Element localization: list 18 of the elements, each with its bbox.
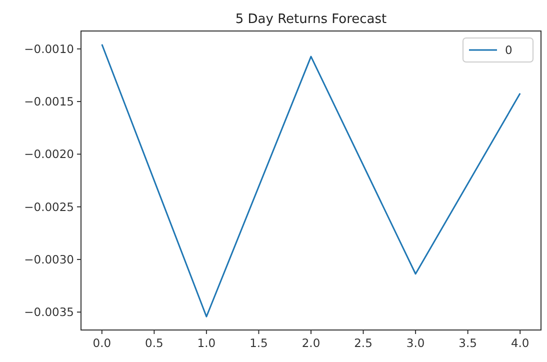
line-series (101, 44, 521, 318)
x-tick-label: 2.5 (354, 336, 372, 350)
x-tick-label: 0.5 (145, 336, 164, 350)
y-tick-label: −0.0030 (24, 252, 74, 266)
x-tick-label: 4.0 (510, 336, 530, 350)
y-tick-label: −0.0010 (24, 42, 74, 56)
x-tick-label: 3.5 (458, 336, 477, 350)
x-tick-label: 1.5 (250, 336, 268, 350)
y-tick-label: −0.0015 (24, 94, 74, 109)
legend-label: 0 (505, 43, 512, 57)
x-tick-label: 1.0 (197, 336, 216, 350)
y-tick-label: −0.0035 (24, 305, 74, 320)
y-tick-label: −0.0020 (24, 147, 74, 162)
x-tick-label: 3.0 (406, 336, 425, 350)
x-tick-label: 2.0 (302, 336, 320, 350)
y-tick-label: −0.0025 (24, 200, 74, 214)
x-tick-label: 0.0 (92, 336, 112, 350)
chart-title: 5 Day Returns Forecast (235, 12, 387, 27)
